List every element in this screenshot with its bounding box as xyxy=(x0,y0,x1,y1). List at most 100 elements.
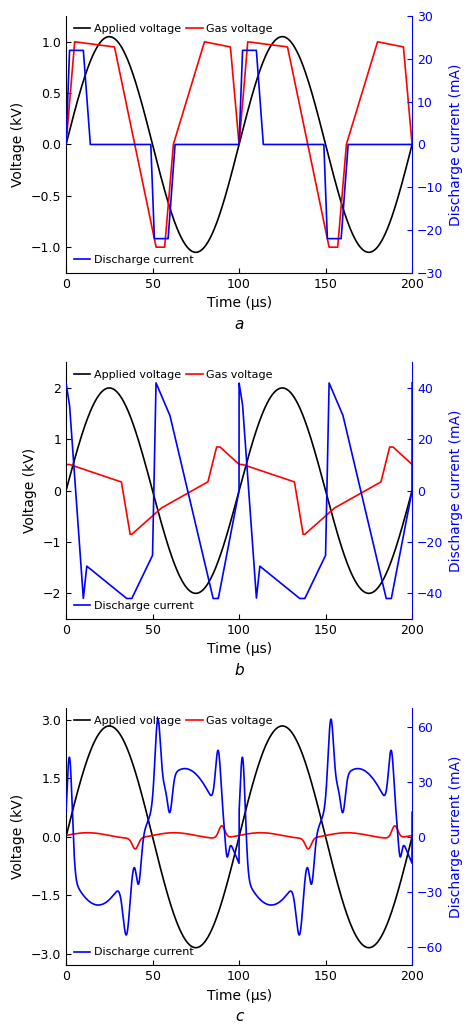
Applied voltage xyxy=(366,588,372,600)
Gas voltage xyxy=(211,831,217,843)
Applied voltage xyxy=(366,246,372,259)
Gas voltage xyxy=(127,528,133,540)
Gas voltage xyxy=(399,40,404,53)
Discharge current xyxy=(399,846,404,859)
Gas voltage xyxy=(153,241,159,254)
Applied voltage xyxy=(315,455,320,467)
Discharge current xyxy=(209,789,214,801)
Line: Gas voltage: Gas voltage xyxy=(66,42,412,247)
Gas voltage xyxy=(209,461,214,473)
Line: Gas voltage: Gas voltage xyxy=(66,826,412,849)
Discharge current xyxy=(209,586,214,598)
Discharge current xyxy=(63,138,69,151)
Applied voltage xyxy=(315,799,320,811)
Applied voltage xyxy=(209,924,214,936)
Text: a: a xyxy=(234,317,244,332)
Applied voltage xyxy=(409,138,415,151)
Discharge current xyxy=(211,592,217,604)
Gas voltage xyxy=(228,831,234,843)
Applied voltage xyxy=(63,831,69,843)
Applied voltage xyxy=(382,571,387,584)
Discharge current xyxy=(382,585,387,597)
Gas voltage xyxy=(228,43,234,56)
X-axis label: Time (μs): Time (μs) xyxy=(207,989,272,1002)
Discharge current xyxy=(63,806,69,819)
Gas voltage xyxy=(63,829,69,841)
Discharge current xyxy=(399,539,404,552)
Gas voltage xyxy=(382,832,387,844)
X-axis label: Time (μs): Time (μs) xyxy=(207,642,272,657)
Applied voltage xyxy=(382,924,387,936)
Gas voltage xyxy=(399,830,404,842)
Legend: Discharge current: Discharge current xyxy=(72,945,196,960)
Line: Discharge current: Discharge current xyxy=(66,720,412,935)
Y-axis label: Discharge current (mA): Discharge current (mA) xyxy=(449,409,463,572)
Gas voltage xyxy=(315,517,320,529)
Gas voltage xyxy=(409,458,415,470)
Line: Gas voltage: Gas voltage xyxy=(66,447,412,534)
Applied voltage xyxy=(409,831,415,843)
Applied voltage xyxy=(63,485,69,497)
Legend: Discharge current: Discharge current xyxy=(72,599,196,613)
Applied voltage xyxy=(228,864,233,876)
Gas voltage xyxy=(63,138,69,151)
Applied voltage xyxy=(399,178,404,191)
Text: b: b xyxy=(234,663,244,677)
Discharge current xyxy=(209,138,214,151)
Discharge current xyxy=(155,713,161,726)
Discharge current xyxy=(409,138,415,151)
Discharge current xyxy=(63,376,69,389)
Applied voltage xyxy=(399,872,404,885)
Gas voltage xyxy=(72,36,78,48)
Line: Applied voltage: Applied voltage xyxy=(66,37,412,253)
Gas voltage xyxy=(209,832,214,844)
Discharge current xyxy=(409,806,415,819)
Discharge current xyxy=(152,232,157,244)
Applied voltage xyxy=(211,565,217,577)
Gas voltage xyxy=(211,37,217,49)
Gas voltage xyxy=(315,831,320,843)
Line: Applied voltage: Applied voltage xyxy=(66,388,412,594)
Y-axis label: Discharge current (mA): Discharge current (mA) xyxy=(449,63,463,226)
Legend: Discharge current: Discharge current xyxy=(72,253,196,267)
Gas voltage xyxy=(409,829,415,841)
Gas voltage xyxy=(228,451,234,463)
Applied voltage xyxy=(209,571,214,584)
Gas voltage xyxy=(209,37,214,49)
Applied voltage xyxy=(63,138,69,151)
Line: Discharge current: Discharge current xyxy=(66,51,412,238)
Discharge current xyxy=(228,138,234,151)
Discharge current xyxy=(382,790,387,802)
Discharge current xyxy=(399,138,404,151)
Applied voltage xyxy=(211,223,217,235)
Applied voltage xyxy=(399,523,404,535)
Applied voltage xyxy=(409,485,415,497)
Discharge current xyxy=(67,44,73,57)
Discharge current xyxy=(124,592,129,604)
Applied voltage xyxy=(228,171,233,184)
Line: Discharge current: Discharge current xyxy=(66,383,412,598)
Gas voltage xyxy=(399,448,404,461)
Gas voltage xyxy=(409,138,415,151)
Applied voltage xyxy=(315,107,320,120)
Applied voltage xyxy=(107,720,112,732)
Discharge current xyxy=(211,776,217,789)
Applied voltage xyxy=(107,31,112,43)
Gas voltage xyxy=(132,842,138,855)
Y-axis label: Discharge current (mA): Discharge current (mA) xyxy=(449,756,463,918)
Discharge current xyxy=(228,839,234,852)
Y-axis label: Voltage (kV): Voltage (kV) xyxy=(11,102,25,187)
Text: c: c xyxy=(235,1009,243,1024)
Gas voltage xyxy=(211,451,217,463)
Discharge current xyxy=(409,376,415,389)
Applied voltage xyxy=(366,941,372,954)
Applied voltage xyxy=(211,918,217,930)
Applied voltage xyxy=(382,229,387,241)
Discharge current xyxy=(123,929,129,941)
Discharge current xyxy=(315,826,320,838)
Discharge current xyxy=(228,529,233,541)
Y-axis label: Voltage (kV): Voltage (kV) xyxy=(23,448,37,533)
Y-axis label: Voltage (kV): Voltage (kV) xyxy=(11,794,25,879)
Discharge current xyxy=(211,138,217,151)
Gas voltage xyxy=(315,186,320,198)
